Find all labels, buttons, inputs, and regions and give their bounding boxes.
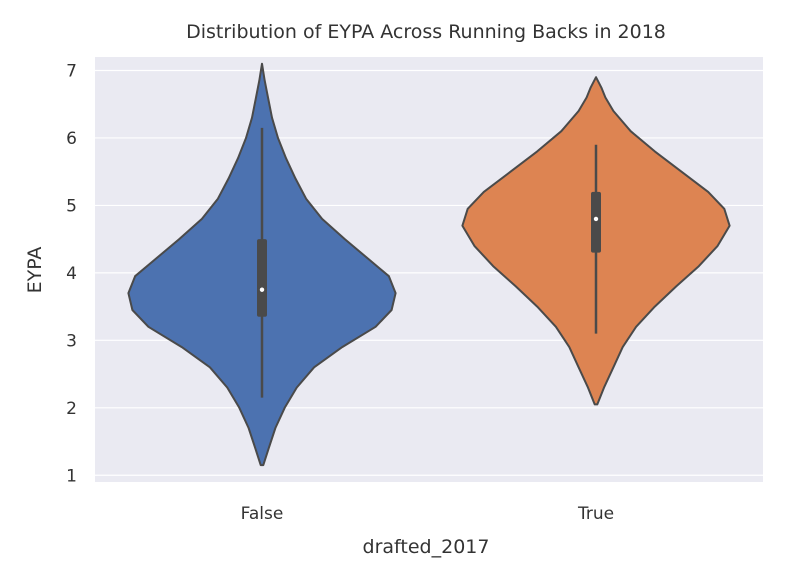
y-tick-4: 4 (66, 264, 77, 284)
x-axis-label: drafted_2017 (363, 536, 490, 558)
chart-title: Distribution of EYPA Across Running Back… (186, 21, 666, 43)
iqr-box-true (591, 191, 601, 253)
y-tick-5: 5 (66, 196, 77, 216)
y-tick-7: 7 (66, 61, 77, 81)
x-tick-false: False (241, 504, 284, 524)
x-tick-labels: False True (241, 504, 614, 524)
y-tick-1: 1 (66, 466, 77, 486)
y-tick-3: 3 (66, 331, 77, 351)
iqr-box-false (257, 239, 267, 317)
median-marker-false (259, 287, 265, 292)
x-tick-true: True (577, 504, 614, 524)
median-marker-true (593, 216, 599, 222)
y-axis-label: EYPA (24, 247, 46, 294)
y-tick-2: 2 (66, 399, 77, 419)
y-tick-6: 6 (66, 129, 77, 149)
violins (127, 62, 731, 467)
y-tick-labels: 1 2 3 4 5 6 7 (66, 61, 77, 486)
